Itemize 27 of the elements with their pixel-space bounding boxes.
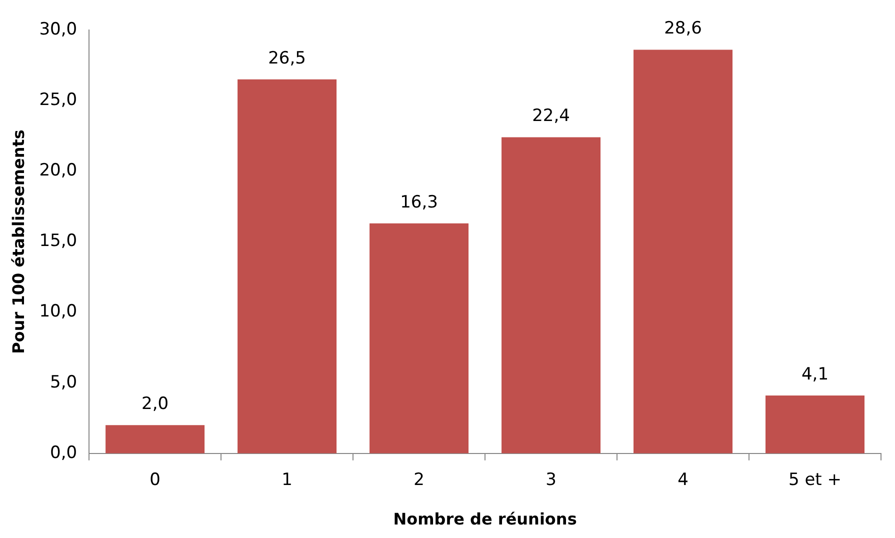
bar <box>766 396 864 454</box>
y-tick-label: 10,0 <box>39 302 78 322</box>
bar <box>634 50 733 454</box>
y-tick-label: 20,0 <box>39 160 78 181</box>
data-label: 4,1 <box>801 364 829 384</box>
y-tick-label: 25,0 <box>39 90 78 110</box>
x-tick-label: 0 <box>150 470 160 490</box>
data-label: 26,5 <box>268 48 306 68</box>
y-tick-label: 0,0 <box>50 442 78 463</box>
y-tick-label: 30,0 <box>39 19 78 40</box>
bar <box>238 79 337 454</box>
data-label: 2,0 <box>142 394 169 414</box>
x-tick-label: 5 et + <box>788 470 842 490</box>
data-label: 28,6 <box>664 18 702 39</box>
x-tick-label: 4 <box>678 470 688 490</box>
bar <box>106 425 205 454</box>
x-tick-label: 1 <box>282 470 292 490</box>
x-tick-label: 3 <box>546 470 556 490</box>
bar <box>370 223 469 454</box>
y-tick-label: 5,0 <box>50 372 78 392</box>
y-axis-title: Pour 100 établissements <box>8 130 28 354</box>
data-label: 22,4 <box>532 106 570 126</box>
x-axis-title: Nombre de réunions <box>393 510 577 529</box>
bar <box>502 137 601 454</box>
x-tick-label: 2 <box>414 470 424 490</box>
data-label: 16,3 <box>400 192 438 212</box>
y-tick-label: 15,0 <box>39 231 78 252</box>
